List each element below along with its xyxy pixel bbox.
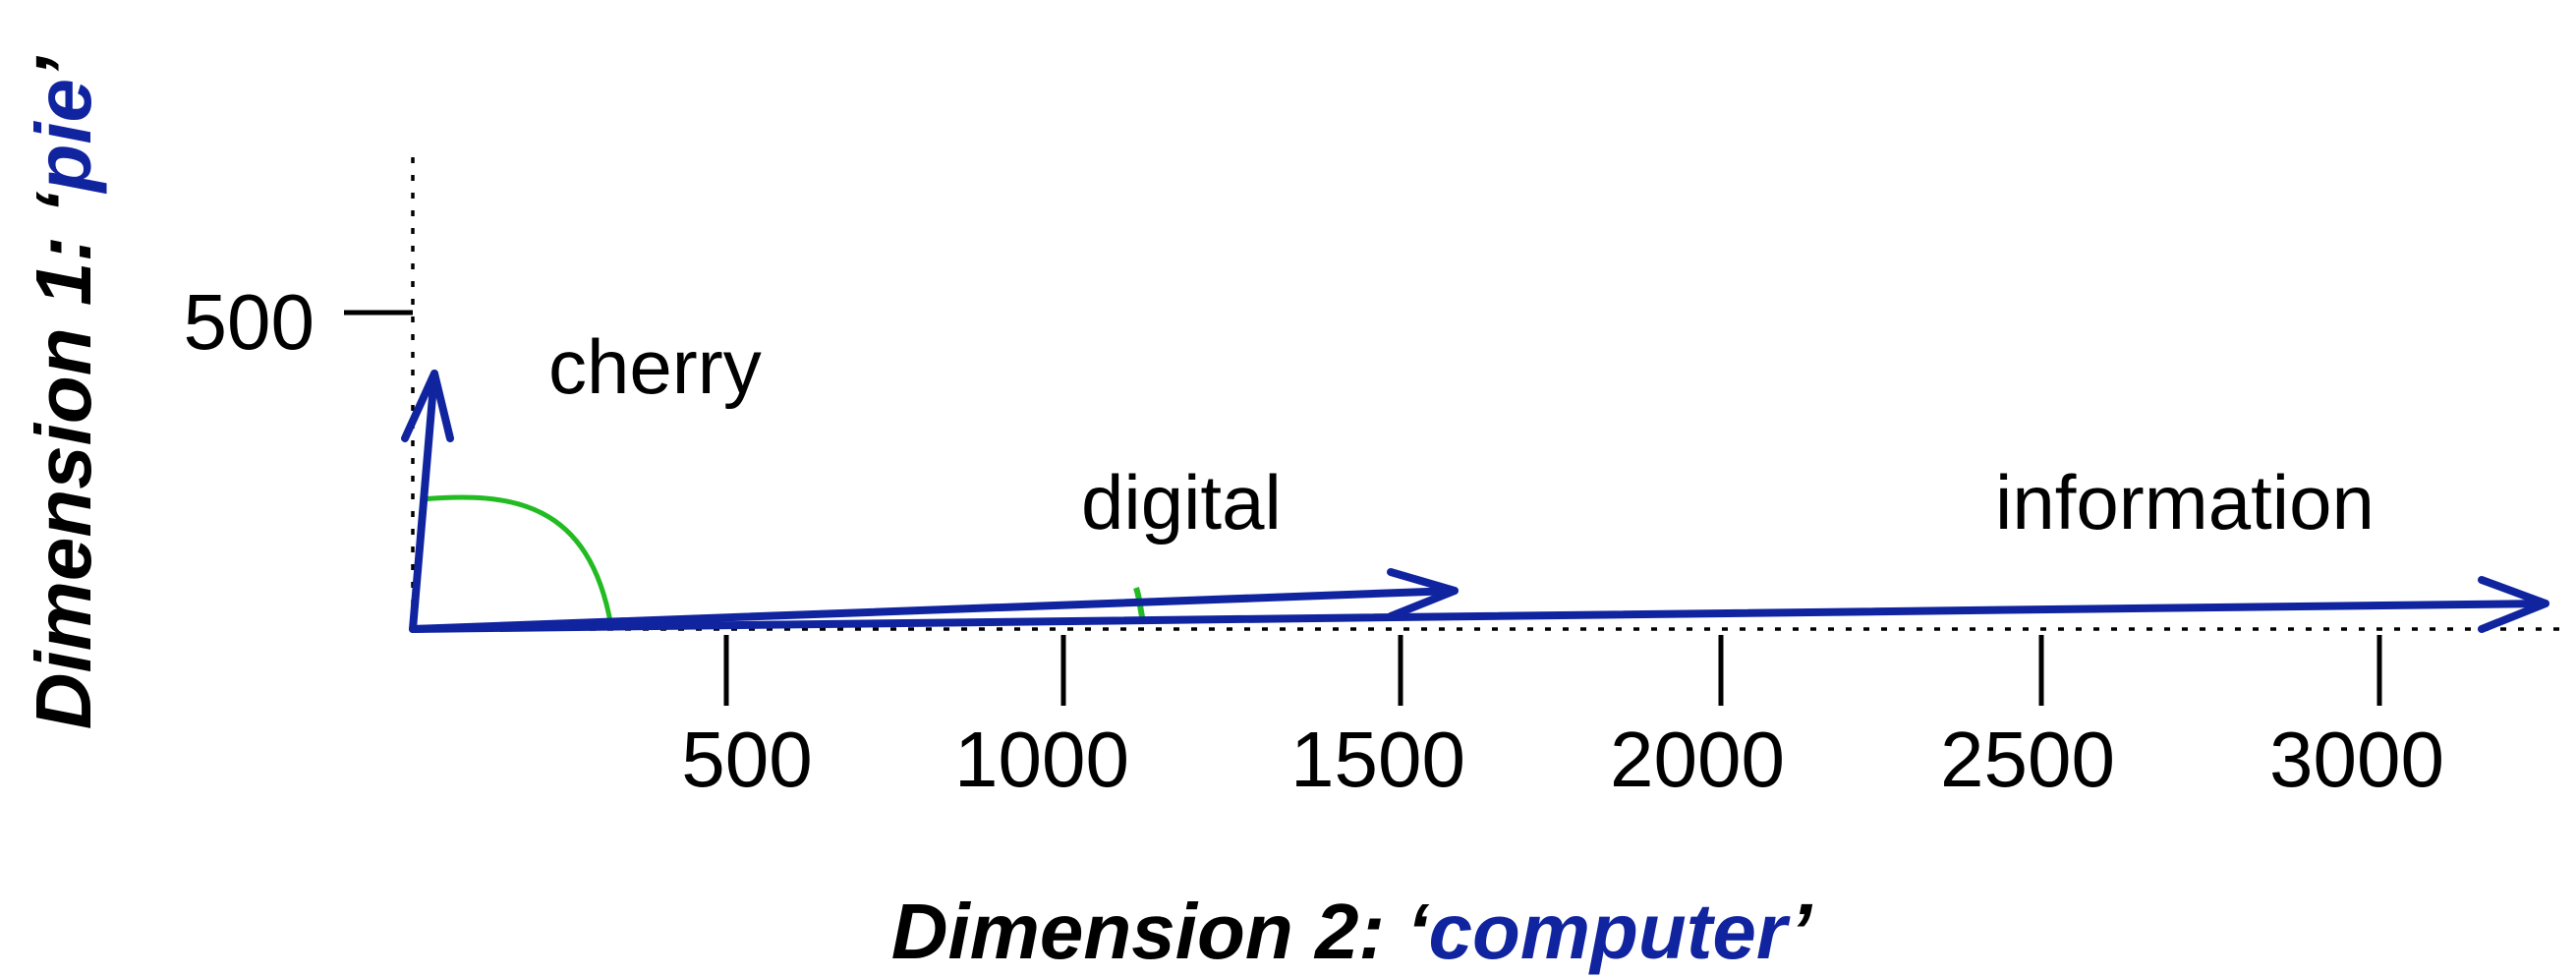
label-information: information xyxy=(1995,459,2375,546)
y-axis-title-suffix: ’ xyxy=(20,55,107,79)
x-tick-labels: 500 1000 1500 2000 2500 3000 xyxy=(681,716,2444,803)
x-ticks xyxy=(723,635,2382,706)
x-axis-title-suffix: ’ xyxy=(1790,888,1813,975)
y-axis-title: Dimension 1: ‘pie’ xyxy=(20,55,107,729)
x-axis-title-prefix: Dimension 2: ‘ xyxy=(891,888,1431,975)
vector-information xyxy=(409,576,2549,633)
y-axis-title-term: pie xyxy=(20,79,107,195)
x-tick-label: 3000 xyxy=(2269,716,2444,803)
angle-arc-cherry xyxy=(420,494,614,628)
x-tick-label: 500 xyxy=(681,716,812,803)
vector-cherry xyxy=(401,370,454,633)
x-axis-title-term: computer xyxy=(1429,888,1791,975)
y-tick-label: 500 xyxy=(184,278,315,366)
vector-digital xyxy=(409,568,1459,633)
x-axis-title: Dimension 2: ‘computer’ xyxy=(891,888,1813,975)
y-axis-title-prefix: Dimension 1: ‘ xyxy=(20,191,107,730)
label-digital: digital xyxy=(1081,459,1282,546)
label-cherry: cherry xyxy=(548,323,762,410)
x-tick-label: 2500 xyxy=(1940,716,2115,803)
x-tick-label: 1500 xyxy=(1290,716,1465,803)
x-tick-label: 1000 xyxy=(954,716,1129,803)
x-tick-label: 2000 xyxy=(1610,716,1785,803)
